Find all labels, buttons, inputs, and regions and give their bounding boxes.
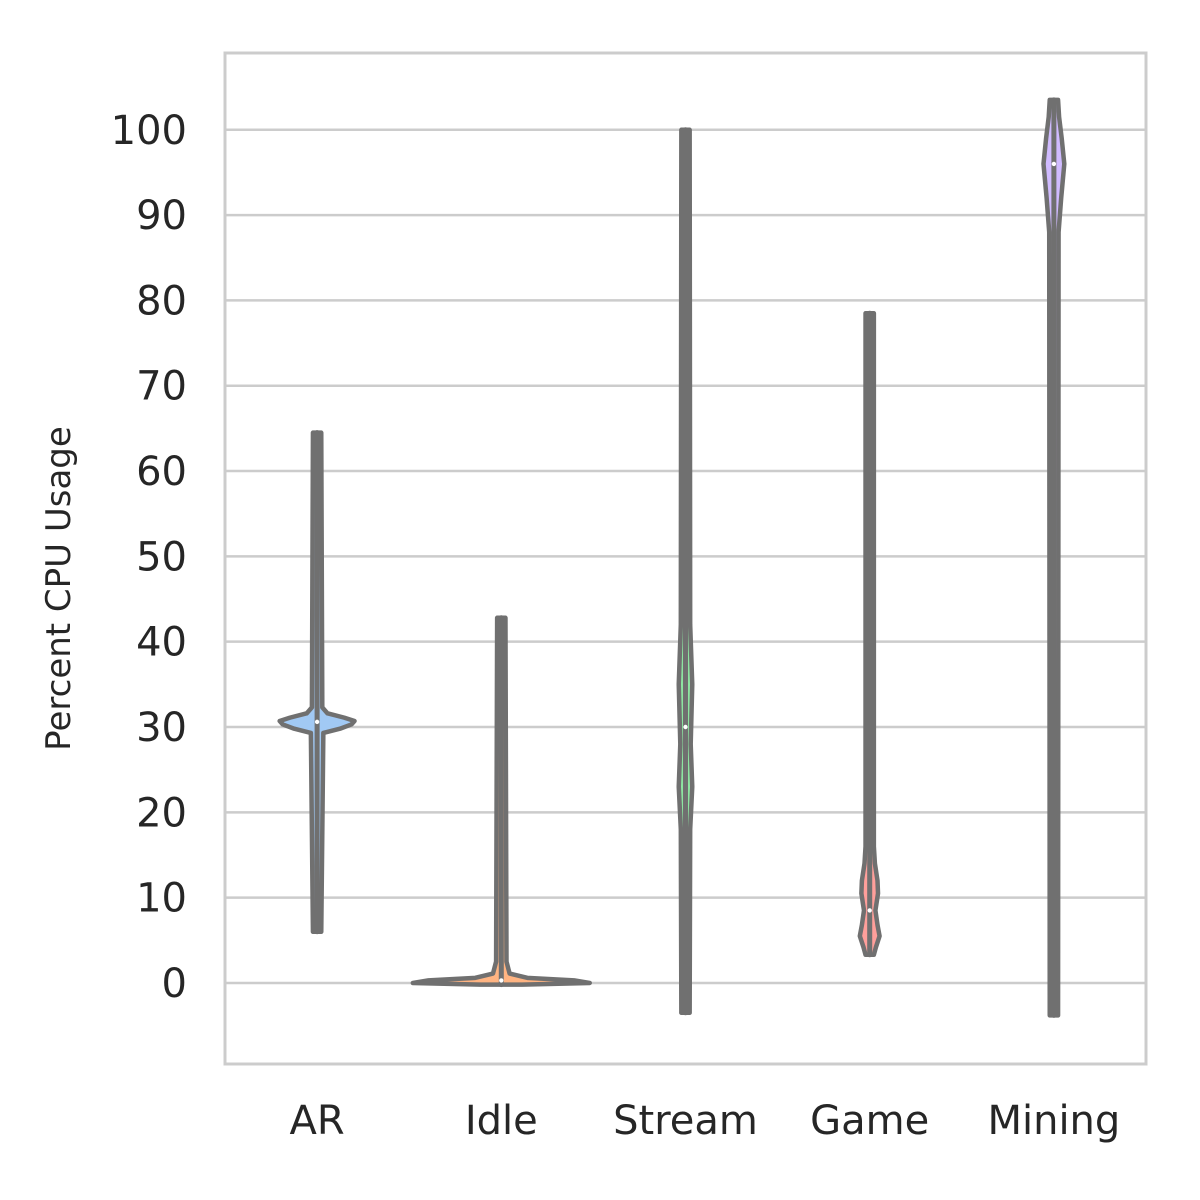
- x-tick-labels: AR Idle Stream Game Mining: [290, 1098, 1121, 1144]
- x-tick-label-idle: Idle: [465, 1098, 538, 1144]
- violin-median-idle: [499, 978, 504, 983]
- y-tick-label-70: 70: [136, 364, 187, 410]
- x-tick-label-game: Game: [810, 1098, 929, 1144]
- violins: [277, 97, 1067, 1018]
- y-tick-label-30: 30: [136, 705, 187, 751]
- y-tick-label-10: 10: [136, 876, 187, 922]
- y-tick-label-50: 50: [136, 534, 187, 580]
- violin-median-game: [867, 908, 872, 913]
- y-tick-labels: 0 10 20 30 40 50 60 70 80 90 100: [111, 108, 187, 1007]
- y-tick-label-0: 0: [162, 961, 187, 1007]
- violin-median-stream: [683, 724, 688, 730]
- y-tick-label-20: 20: [136, 790, 187, 836]
- y-tick-label-60: 60: [136, 449, 187, 495]
- x-tick-label-stream: Stream: [613, 1098, 758, 1144]
- violin-median-mining: [1051, 161, 1057, 167]
- y-tick-label-40: 40: [136, 620, 187, 666]
- x-tick-label-mining: Mining: [987, 1098, 1120, 1144]
- y-tick-label-80: 80: [136, 278, 187, 324]
- x-tick-label-ar: AR: [290, 1098, 345, 1144]
- y-axis-label: Percent CPU Usage: [39, 426, 79, 751]
- violin-median-ar: [314, 719, 320, 725]
- y-tick-label-100: 100: [111, 108, 187, 154]
- y-tick-label-90: 90: [136, 193, 187, 239]
- plot-frame: [223, 51, 1148, 1066]
